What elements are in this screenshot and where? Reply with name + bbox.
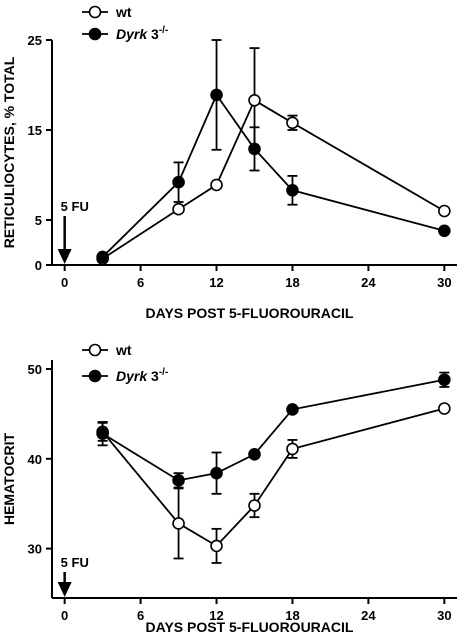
legend-marker: [88, 343, 102, 357]
data-point: [438, 373, 451, 387]
legend-label: wt: [115, 342, 132, 358]
x-axis-label: DAYS POST 5-FLUOROURACIL: [146, 619, 354, 635]
legend-name: wt: [115, 342, 132, 358]
data-point: [210, 539, 223, 553]
x-axis-label: DAYS POST 5-FLUOROURACIL: [146, 305, 354, 321]
legend-entry-wt: wt: [82, 4, 132, 20]
series-wt: [96, 47, 451, 266]
arrow-icon: [57, 249, 72, 264]
legend-suffix: 3: [147, 368, 159, 384]
x-tick-label: 30: [437, 608, 451, 623]
data-point: [438, 204, 451, 218]
x-tick-label: 18: [285, 275, 299, 290]
chart-panel-1: 0 6 12 18 24 30 0 5 15 25 DAYS POST 5-FLUOROURACIL…: [1, 4, 457, 321]
legend-name: Dyrk: [116, 26, 148, 42]
y-tick-label: 30: [28, 542, 42, 557]
y-tick-label: 5: [35, 213, 42, 228]
legend-label: Dyrk 3-/-: [116, 25, 168, 42]
legend-superscript: -/-: [159, 367, 168, 378]
data-point: [286, 442, 299, 456]
y-tick-label: 50: [28, 362, 42, 377]
legend-marker: [88, 369, 102, 383]
data-point: [286, 403, 299, 416]
legend-marker: [88, 27, 102, 41]
annotation-5fu: 5 FU: [61, 555, 89, 570]
y-tick-label: 0: [35, 258, 42, 273]
series-wt: [96, 402, 451, 564]
series-line: [102, 378, 445, 482]
legend-name: wt: [115, 4, 132, 20]
data-point: [210, 88, 223, 102]
y-tick-label: 25: [28, 33, 42, 48]
x-tick-label: 18: [285, 608, 299, 623]
x-tick-label: 24: [361, 275, 376, 290]
data-point: [172, 517, 185, 530]
data-point: [248, 142, 261, 156]
x-tick-label: 30: [437, 275, 451, 290]
legend-entry-dyrk3: Dyrk 3-/-: [82, 25, 168, 42]
data-point: [438, 224, 451, 238]
series-dyrk3: [96, 371, 451, 495]
series-line: [101, 407, 445, 548]
series-line: [101, 93, 445, 258]
legend-entry-dyrk3: Dyrk 3-/-: [82, 367, 168, 384]
y-tick-label: 15: [28, 123, 42, 138]
legend-superscript: -/-: [159, 25, 168, 36]
legend-suffix: 3: [147, 26, 159, 42]
y-axis-label: HEMATOCRIT: [1, 433, 17, 525]
x-tick-label: 12: [209, 608, 223, 623]
x-tick-label: 0: [61, 275, 68, 290]
data-point: [172, 202, 185, 216]
x-tick-label: 0: [61, 608, 68, 623]
data-point: [248, 448, 261, 461]
data-point: [286, 184, 299, 197]
data-point: [172, 175, 185, 189]
data-point: [286, 116, 299, 130]
data-point: [248, 499, 261, 512]
data-point: [96, 427, 109, 440]
series-dyrk3: [96, 39, 451, 264]
data-point: [96, 250, 109, 264]
x-tick-label: 12: [209, 275, 223, 290]
x-tick-label: 6: [137, 608, 144, 623]
data-point: [210, 178, 223, 192]
legend-name: Dyrk: [116, 368, 148, 384]
y-axis-label: RETICULIOCYTES, % TOTAL: [1, 56, 17, 248]
x-tick-label: 24: [361, 608, 376, 623]
data-point: [172, 474, 185, 487]
data-point: [210, 466, 223, 480]
annotation-5fu: 5 FU: [61, 199, 89, 214]
x-tick-label: 6: [137, 275, 144, 290]
legend-label: wt: [115, 4, 132, 20]
arrow-icon: [57, 582, 72, 597]
chart-panel-2: 0 6 12 18 24 30 30 40 50 DAYS POST 5-FLUOROURACIL…: [1, 342, 457, 635]
legend-entry-wt: wt: [82, 342, 132, 358]
y-tick-label: 40: [28, 452, 42, 467]
legend-marker: [88, 5, 102, 19]
series-line: [102, 99, 445, 260]
data-point: [248, 94, 261, 107]
legend-label: Dyrk 3-/-: [116, 367, 168, 384]
data-point: [438, 402, 451, 415]
